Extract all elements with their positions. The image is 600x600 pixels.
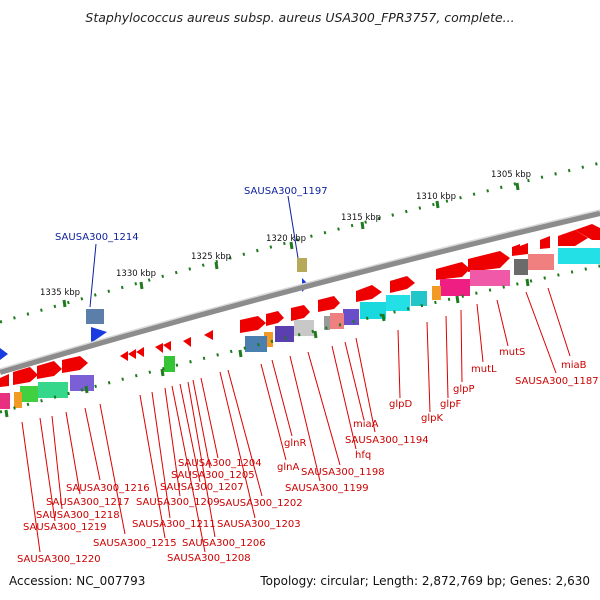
gene-label-sausa300-1220[interactable]: SAUSA300_1220 — [17, 554, 101, 565]
tick-label-1310: 1310 kbp — [416, 192, 456, 202]
gene-label-muts[interactable]: mutS — [499, 347, 525, 358]
gene-label-miab[interactable]: miaB — [561, 360, 587, 371]
tick-label-1325: 1325 kbp — [191, 252, 231, 262]
gene-label-glna[interactable]: glnA — [277, 462, 299, 473]
forward-gene-arrows[interactable] — [13, 224, 600, 385]
gene-label-glpf[interactable]: glpF — [440, 399, 461, 410]
gene-label-sausa300-1206[interactable]: SAUSA300_1206 — [182, 538, 266, 549]
inner-major-ticks — [4, 278, 530, 418]
gene-label-sausa300-1205[interactable]: SAUSA300_1205 — [171, 470, 255, 481]
tick-label-1335: 1335 kbp — [40, 288, 80, 298]
tick-label-1330: 1330 kbp — [116, 269, 156, 279]
gene-1214-box[interactable] — [86, 309, 104, 324]
gene-label-sausa300-1194[interactable]: SAUSA300_1194 — [345, 435, 429, 446]
leader-sausa300-1197 — [287, 195, 299, 259]
gene-label-sausa300-1214[interactable]: SAUSA300_1214 — [55, 232, 139, 243]
gene-left-blue-arrow[interactable] — [0, 348, 8, 360]
gene-label-sausa300-1219[interactable]: SAUSA300_1219 — [23, 522, 107, 533]
gene-label-sausa300-1203[interactable]: SAUSA300_1203 — [217, 519, 301, 530]
gene-label-sausa300-1216[interactable]: SAUSA300_1216 — [66, 483, 150, 494]
gene-label-sausa300-1211[interactable]: SAUSA300_1211 — [132, 519, 216, 530]
map-title: Staphylococcus aureus subsp. aureus USA3… — [85, 10, 515, 25]
tick-label-1305: 1305 kbp — [491, 170, 531, 180]
gene-label-sausa300-1208[interactable]: SAUSA300_1208 — [167, 553, 251, 564]
feature-blocks[interactable] — [0, 248, 600, 409]
gene-label-glpp[interactable]: glpP — [453, 384, 475, 395]
gene-label-sausa300-1202[interactable]: SAUSA300_1202 — [219, 498, 303, 509]
genome-backbone — [0, 210, 600, 375]
tick-label-1320: 1320 kbp — [266, 234, 306, 244]
leader-sausa300-1214 — [89, 243, 97, 308]
inner-tick-ring — [0, 264, 600, 414]
gene-label-glpd[interactable]: glpD — [389, 399, 412, 410]
gene-label-sausa300-1204[interactable]: SAUSA300_1204 — [178, 458, 262, 469]
gene-label-sausa300-1209[interactable]: SAUSA300_1209 — [136, 497, 220, 508]
gene-label-sausa300-1199[interactable]: SAUSA300_1199 — [285, 483, 369, 494]
gene-label-sausa300-1207[interactable]: SAUSA300_1207 — [160, 482, 244, 493]
accession-text: Accession: NC_007793 — [9, 574, 146, 588]
topology-text: Topology: circular; Length: 2,872,769 bp… — [260, 574, 590, 588]
gene-label-glpk[interactable]: glpK — [421, 413, 443, 424]
reverse-gene-arrows[interactable] — [0, 236, 550, 387]
genome-backbone-highlight — [0, 209, 600, 370]
gene-1214-arrow[interactable] — [91, 327, 107, 343]
gene-label-sausa300-1198[interactable]: SAUSA300_1198 — [301, 467, 385, 478]
outer-major-ticks — [62, 182, 520, 308]
gene-label-sausa300-1215[interactable]: SAUSA300_1215 — [93, 538, 177, 549]
gene-label-mutl[interactable]: mutL — [471, 364, 497, 375]
tick-label-1315: 1315 kbp — [341, 213, 381, 223]
gene-label-miaa[interactable]: miaA — [353, 419, 379, 430]
gene-label-sausa300-1218[interactable]: SAUSA300_1218 — [36, 510, 120, 521]
bottom-leader-lines — [21, 287, 571, 553]
gene-label-sausa300-1187[interactable]: SAUSA300_1187 — [515, 376, 599, 387]
gene-label-hfq[interactable]: hfq — [355, 450, 371, 461]
gene-label-sausa300-1197[interactable]: SAUSA300_1197 — [244, 186, 328, 197]
gene-1197-box[interactable] — [297, 258, 307, 272]
gene-label-sausa300-1217[interactable]: SAUSA300_1217 — [46, 497, 130, 508]
gene-label-glnr[interactable]: glnR — [284, 438, 306, 449]
